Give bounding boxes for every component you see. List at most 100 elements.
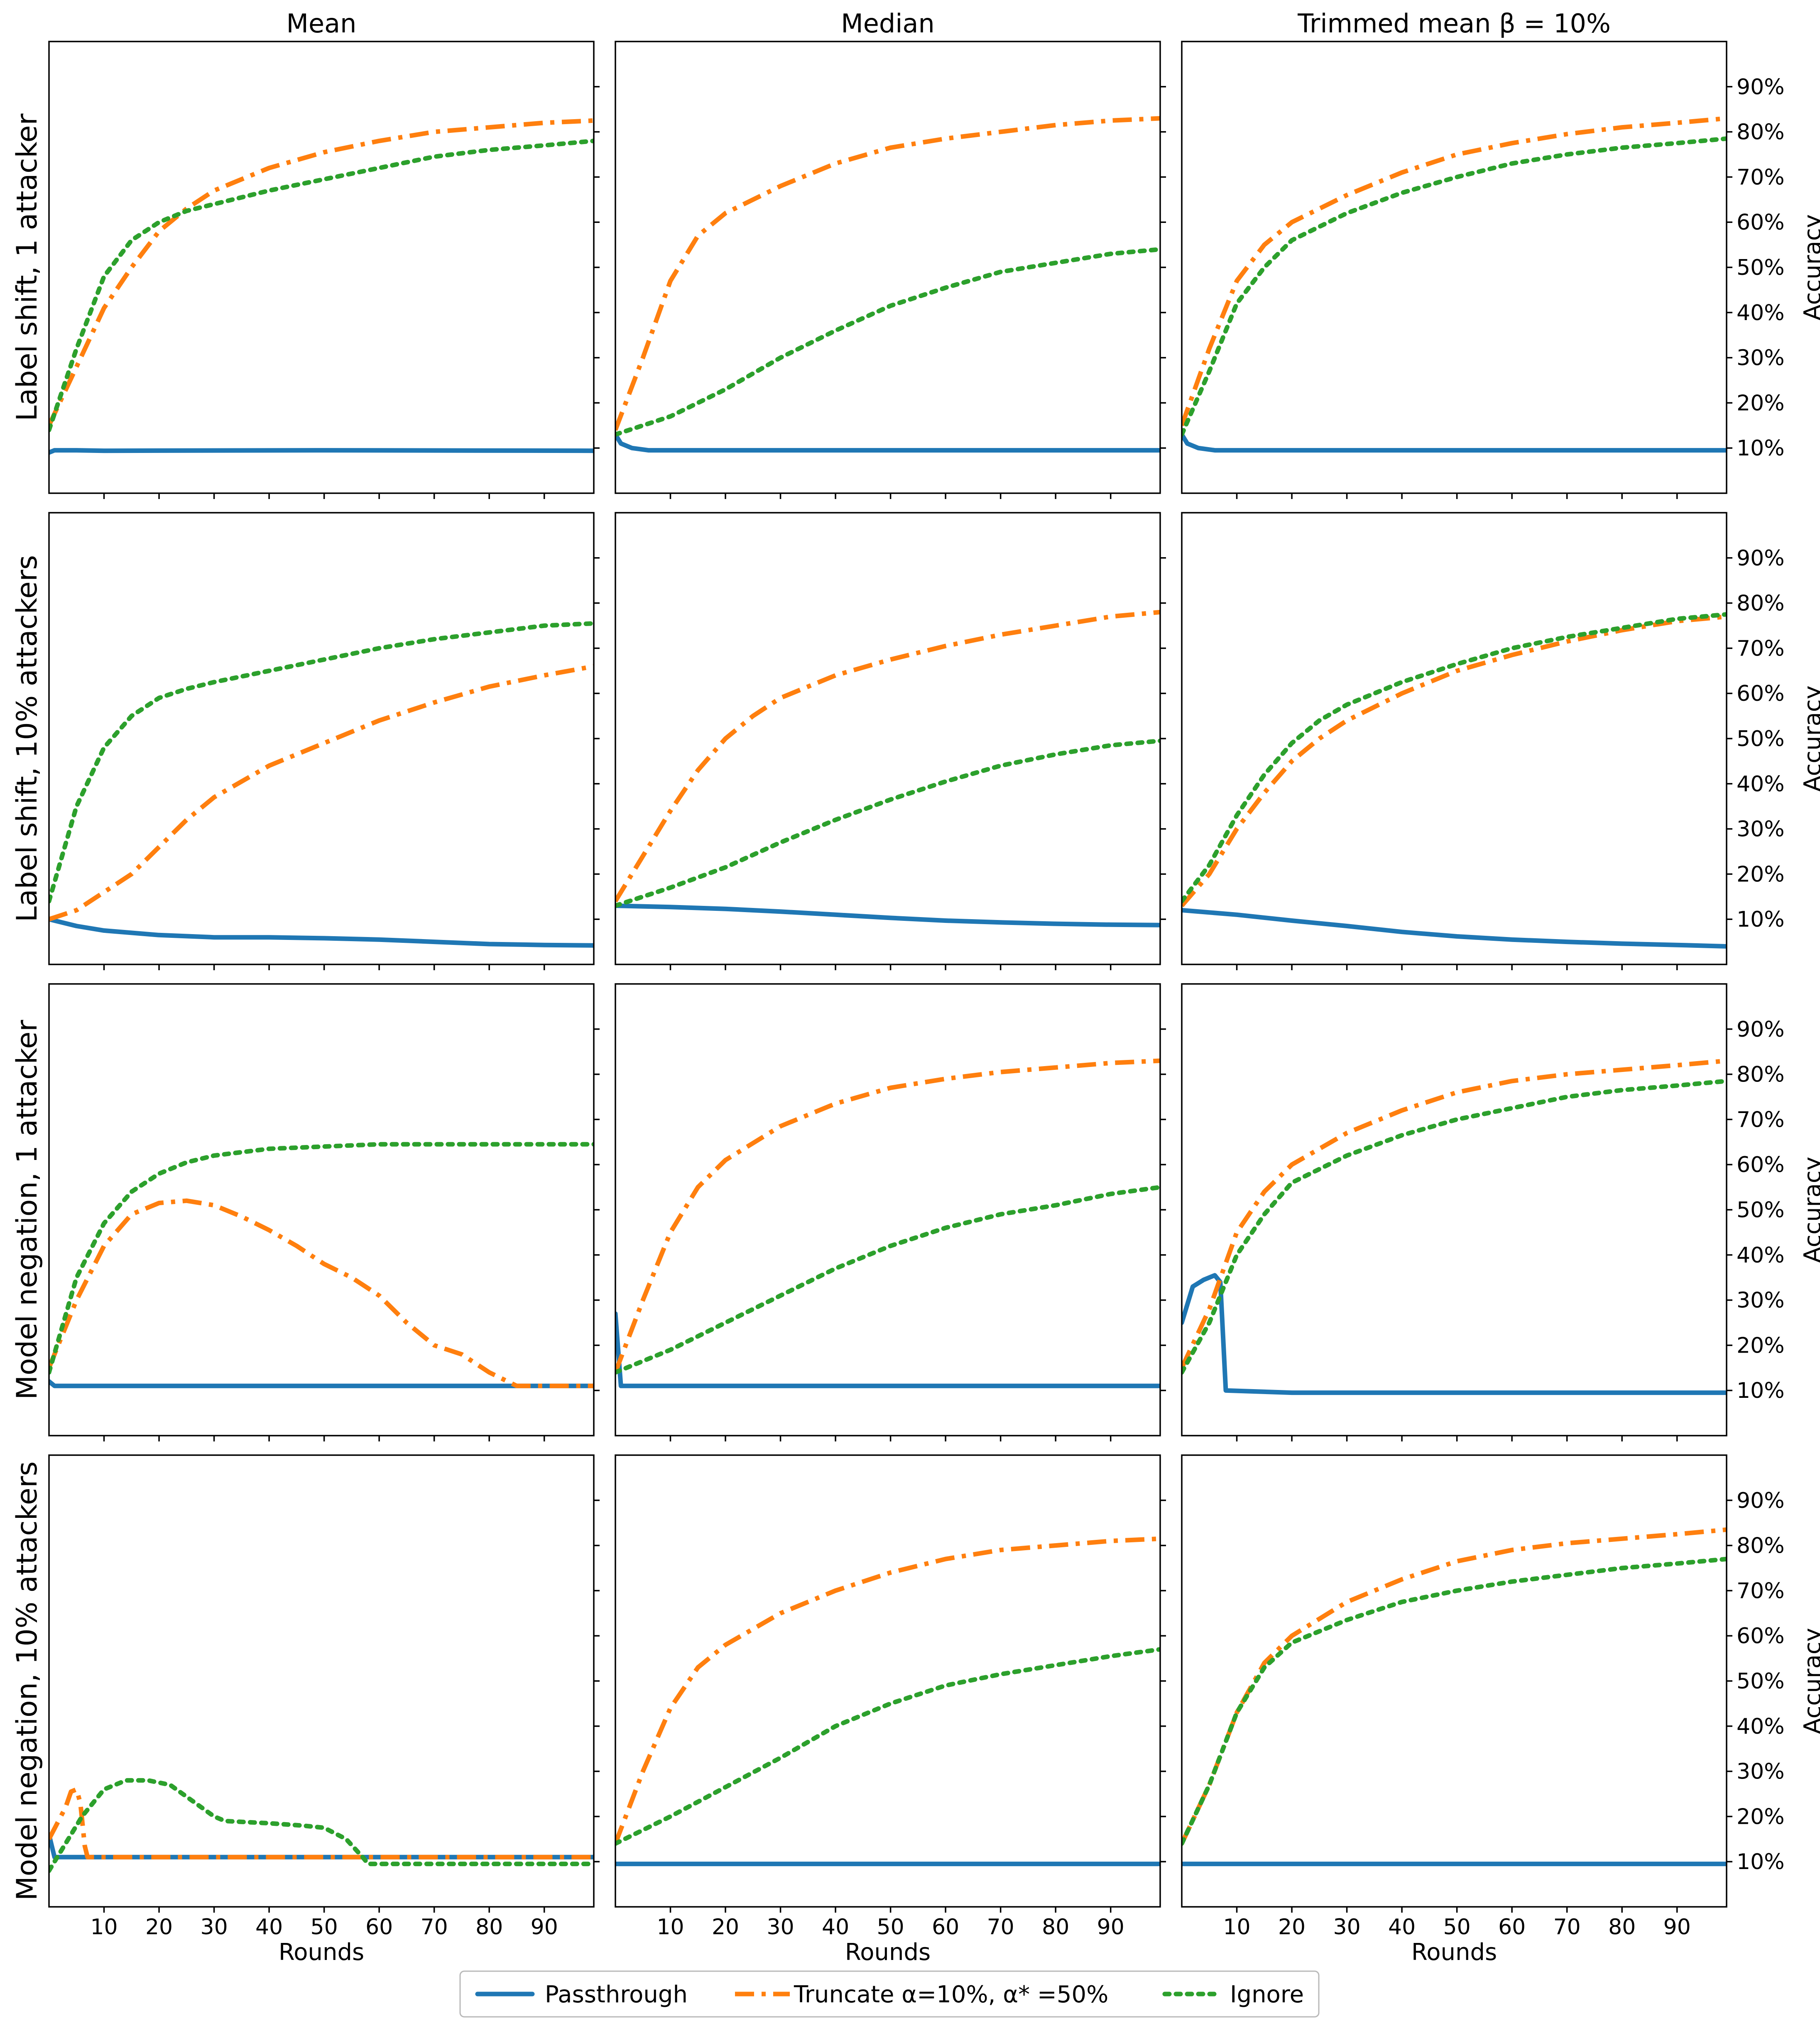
x-tick-label: 10 [90,1915,118,1940]
panel-frame [1181,41,1727,494]
series-truncate-r1-c1 [615,609,1160,903]
y-axis-label: Accuracy [1799,1157,1820,1263]
y-tick-label: 20% [1737,1804,1785,1829]
y-tick-label: 80% [1737,1062,1785,1087]
y-tick-label: 20% [1737,1333,1785,1358]
panel-r2-c1 [615,983,1166,1441]
series-truncate-r0-c1 [615,116,1160,431]
series-passthrough-r2-c1 [615,1311,1160,1388]
panel-r3-c1: 10 20 30 40 50 60 70 80 90 Rounds [615,1454,1166,1966]
series-ignore-r1-c2 [1182,612,1727,904]
x-tick-label: 10 [656,1915,684,1940]
legend: Passthrough Truncate α=10%, α* =50% Ignore [459,1970,1320,2018]
x-tick-label: 70 [421,1915,448,1940]
row-label-model-negation-1-attacker: Model negation, 1 attacker [11,1020,44,1400]
series-passthrough-r3-c0 [49,1832,594,1860]
series-ignore-r0-c0 [49,138,594,433]
x-tick-label: 60 [365,1915,393,1940]
panel-frame [48,512,595,965]
panel-r3-c0: 10 20 30 40 50 60 70 80 90 Rounds [48,1454,600,1966]
panel-r2-c2: 10% 20% 30% 40% 50% 60% 70% 80% 90% Accuracy [1181,983,1820,1441]
row-label-label-shift-1-attacker: Label shift, 1 attacker [11,114,44,421]
x-tick-label: 30 [767,1915,794,1940]
y-tick-label: 50% [1737,1669,1785,1694]
x-tick-label: 20 [145,1915,173,1940]
y-tick-label: 80% [1737,1534,1785,1559]
x-tick-label: 60 [932,1915,959,1940]
series-ignore-r1-c0 [49,621,594,904]
panel-frame [48,1454,595,1908]
legend-label-ignore: Ignore [1230,1981,1304,2008]
y-tick-label: 90% [1737,1488,1785,1513]
y-axis-label: Accuracy [1799,1628,1820,1734]
x-tick-label: 90 [1097,1915,1124,1940]
x-tick-label: 20 [712,1915,739,1940]
y-axis-label: Accuracy [1799,214,1820,321]
y-tick-label: 10% [1737,907,1785,932]
series-passthrough-r2-c0 [49,1379,594,1388]
x-tick-label: 30 [1333,1915,1360,1940]
legend-label-passthrough: Passthrough [545,1981,688,2008]
series-passthrough-r0-c2 [1182,432,1727,453]
x-tick-label: 20 [1278,1915,1306,1940]
series-ignore-r1-c1 [615,738,1160,908]
series-passthrough-r2-c2 [1182,1273,1727,1395]
y-tick-label: 90% [1737,546,1785,571]
legend-label-truncate: Truncate α=10%, α* =50% [794,1981,1108,2008]
column-title-trimmed-mean-10: Trimmed mean β = 10% [1297,8,1611,39]
x-tick-label: 50 [1443,1915,1471,1940]
x-axis-label: Rounds [845,1939,931,1966]
row-label-label-shift-10-attackers: Label shift, 10% attackers [11,555,44,922]
series-truncate-r1-c2 [1182,614,1727,908]
x-tick-label: 30 [200,1915,228,1940]
panel-frame [1181,512,1727,965]
x-axis-label: Rounds [1411,1939,1497,1966]
series-truncate-r2-c2 [1182,1058,1727,1369]
y-tick-label: 60% [1737,1152,1785,1177]
series-truncate-r2-c1 [615,1058,1160,1373]
series-passthrough-r1-c0 [49,917,594,948]
y-tick-label: 40% [1737,301,1785,325]
x-tick-label: 40 [255,1915,283,1940]
y-tick-label: 50% [1737,255,1785,280]
x-tick-label: 40 [822,1915,849,1940]
column-title-mean: Mean [287,8,357,39]
y-tick-label: 40% [1737,1243,1785,1268]
panel-r0-c2: 10% 20% 30% 40% 50% 60% 70% 80% 90% Accuracy [1181,41,1820,499]
y-tick-label: 80% [1737,120,1785,145]
x-tick-label: 50 [311,1915,338,1940]
y-tick-label: 60% [1737,681,1785,706]
panel-r3-c2: 10 20 30 40 50 60 70 80 90 10% 20% 30% 40% 50% 60% 70% 8… [1181,1454,1820,1966]
panel-frame [1181,983,1727,1436]
y-tick-label: 20% [1737,391,1785,416]
x-tick-label: 10 [1223,1915,1250,1940]
y-tick-label: 10% [1737,436,1785,461]
y-tick-label: 10% [1737,1850,1785,1874]
y-axis-label: Accuracy [1799,685,1820,792]
panel-r1-c1 [615,512,1166,970]
x-tick-label: 70 [1553,1915,1581,1940]
x-tick-label: 80 [1042,1915,1069,1940]
panel-frame [615,1454,1161,1908]
y-tick-label: 60% [1737,1624,1785,1649]
y-tick-label: 60% [1737,210,1785,235]
y-tick-label: 20% [1737,862,1785,887]
x-tick-label: 90 [1663,1915,1691,1940]
y-tick-label: 70% [1737,636,1785,661]
series-ignore-r2-c1 [615,1185,1160,1375]
y-tick-label: 70% [1737,1107,1785,1132]
series-ignore-r3-c2 [1182,1556,1727,1846]
y-tick-label: 70% [1737,1578,1785,1603]
series-truncate-r0-c0 [49,118,594,427]
x-axis-label: Rounds [279,1939,364,1966]
panel-frame [615,41,1161,494]
y-tick-label: 10% [1737,1378,1785,1403]
x-tick-label: 80 [1608,1915,1636,1940]
y-tick-label: 50% [1737,727,1785,751]
y-tick-label: 40% [1737,1714,1785,1739]
x-tick-label: 80 [475,1915,503,1940]
panel-frame [48,41,595,494]
y-tick-label: 30% [1737,1288,1785,1313]
x-tick-label: 60 [1498,1915,1526,1940]
